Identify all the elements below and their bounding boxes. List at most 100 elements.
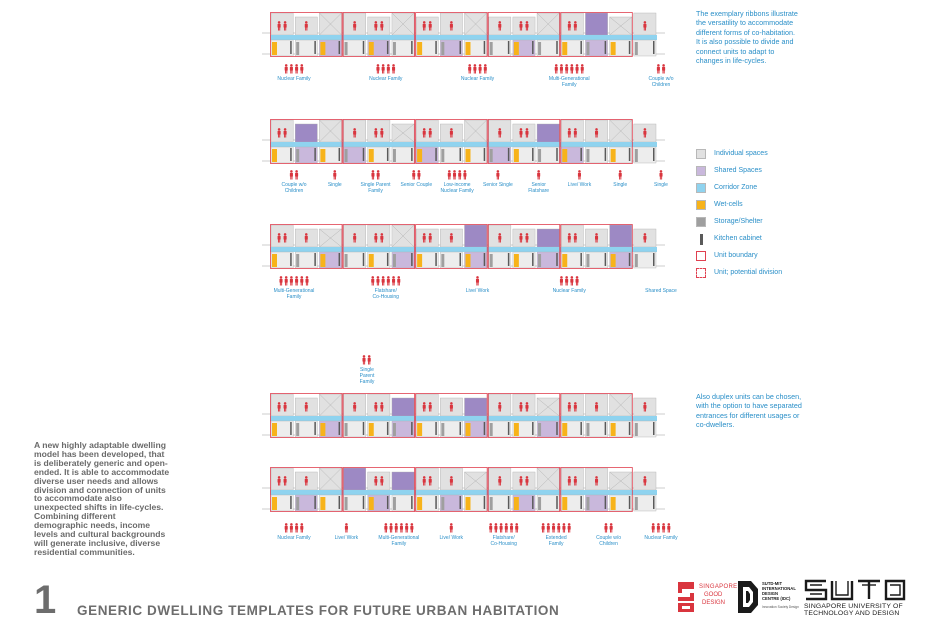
kitchen-cabinet: [314, 422, 316, 435]
resident-figure-head: [498, 402, 502, 405]
resident-figure-body: [449, 478, 453, 483]
occupant-figure-leg-right: [663, 529, 665, 533]
corridor-zone: [270, 416, 657, 421]
occupant-figure-body: [417, 172, 421, 177]
occupant-figure-leg-left: [619, 176, 621, 180]
storage-shelter: [441, 423, 445, 436]
storage-shelter: [489, 423, 493, 436]
top-space-cell: [391, 471, 415, 491]
occupant-label: Nuclear Family: [461, 76, 495, 82]
occupant-figure-body: [458, 172, 462, 177]
occupant-figure-leg-right: [307, 282, 309, 286]
resident-figure-body: [595, 130, 599, 135]
wet-cell: [610, 149, 616, 162]
occupant-label-line: Children: [599, 541, 618, 547]
occupant-figure-body: [300, 278, 304, 283]
occupant-figure-head: [389, 523, 393, 526]
occupant-group: Multi-Generational Family: [274, 276, 315, 300]
resident-figure-leg-left: [519, 482, 521, 486]
occupant-figure-head: [295, 170, 298, 173]
occupant-label-line: Family: [391, 541, 406, 547]
resident-figure-leg-left: [643, 239, 645, 243]
top-space-cell: [561, 119, 584, 143]
occupant-figure-leg-right: [572, 282, 573, 286]
title-number: 1: [34, 578, 57, 622]
occupant-figure-leg-left: [557, 529, 559, 533]
occupant-label: Flatshare/Co-Housing: [373, 288, 400, 300]
wet-cell: [320, 497, 326, 510]
resident-figure-leg-right: [382, 27, 383, 31]
occupant-group-single-parent: Single Parent Family: [360, 355, 375, 385]
resident-figure-leg-right: [596, 482, 598, 486]
top-space-cell: [270, 393, 294, 417]
occupant-figure-head: [284, 523, 288, 526]
occupant-label-line: Multi-Generational: [274, 288, 315, 294]
top-space-cell: [512, 471, 536, 491]
occupant-figure-leg-left: [397, 282, 399, 286]
legend-label: Storage/Shelter: [714, 218, 763, 225]
wet-cell: [562, 254, 568, 267]
resident-figure-head: [574, 402, 577, 405]
note-versatility: The exemplary ribbons illustrate the ver…: [696, 9, 798, 66]
occupant-figure-head: [300, 64, 304, 67]
resident-figure-leg-left: [429, 482, 431, 486]
resident-figure-body: [374, 478, 378, 483]
resident-figure-body: [567, 478, 571, 483]
resident-figure-head: [353, 402, 356, 405]
bottom-space-cell: [440, 494, 463, 512]
occupant-figure-leg-right: [564, 529, 566, 533]
resident-figure-body: [449, 404, 453, 409]
resident-figure-leg-left: [283, 27, 285, 31]
bottom-space-cell: [343, 39, 366, 57]
resident-figure-leg-left: [498, 482, 500, 486]
unit-boundary: [342, 119, 416, 164]
resident-figure-leg-left: [643, 27, 645, 31]
kitchen-cabinet: [459, 41, 461, 54]
ribbon-1: Nuclear Family Nuclear Family Nuclear Fami…: [262, 12, 674, 88]
occupant-figure-body: [575, 278, 579, 283]
unit-cross-line: [319, 228, 342, 248]
resident-figure-body: [643, 478, 647, 483]
resident-figure-body: [449, 130, 453, 135]
occupant-figure-leg-right: [388, 70, 390, 74]
bottom-space-cell: [585, 420, 608, 438]
occupant-figure-head: [473, 64, 477, 67]
resident-figure-leg-right: [527, 239, 529, 243]
occupant-figure-head: [376, 170, 380, 173]
occupant-figure-leg-right: [301, 70, 303, 74]
occupant-figure-body: [284, 525, 288, 530]
occupant-figure-leg-right: [291, 529, 293, 533]
resident-figure-leg-right: [521, 408, 523, 412]
occupant-figure-head: [381, 276, 385, 279]
occupant-figure-body: [289, 278, 293, 283]
resident-figure-leg-left: [450, 27, 452, 31]
resident-figure-leg-right: [645, 408, 647, 412]
resident-figure-body: [573, 235, 577, 240]
wet-cell: [513, 254, 519, 267]
resident-figure-body: [422, 478, 426, 483]
occupant-figure-head: [560, 276, 563, 279]
wet-cell: [272, 423, 277, 436]
resident-figure-leg-right: [430, 27, 432, 31]
occupant-figure-leg-right: [480, 70, 482, 74]
kitchen-swatch: [700, 234, 703, 245]
occupant-figure-leg-right: [419, 176, 421, 180]
kitchen-cabinet: [435, 41, 437, 54]
kitchen-cabinet: [580, 41, 582, 54]
unit-cross-line: [609, 471, 632, 491]
wet-cell: [320, 149, 326, 162]
occupant-figure-head: [290, 64, 293, 67]
occupant-label: Single: [613, 182, 627, 188]
resident-figure-head: [277, 21, 281, 24]
resident-figure-head: [568, 21, 571, 24]
resident-figure-body: [567, 404, 571, 409]
resident-figure-body: [498, 478, 502, 483]
wet-cell: [562, 42, 568, 55]
kitchen-cabinet: [435, 496, 437, 509]
resident-figure-head: [374, 476, 378, 479]
occupant-figure-body: [295, 525, 299, 530]
wet-cell: [417, 497, 423, 510]
kitchen-cabinet: [507, 496, 510, 509]
resident-figure-leg-right: [354, 134, 356, 138]
storage-shelter: [441, 497, 445, 510]
